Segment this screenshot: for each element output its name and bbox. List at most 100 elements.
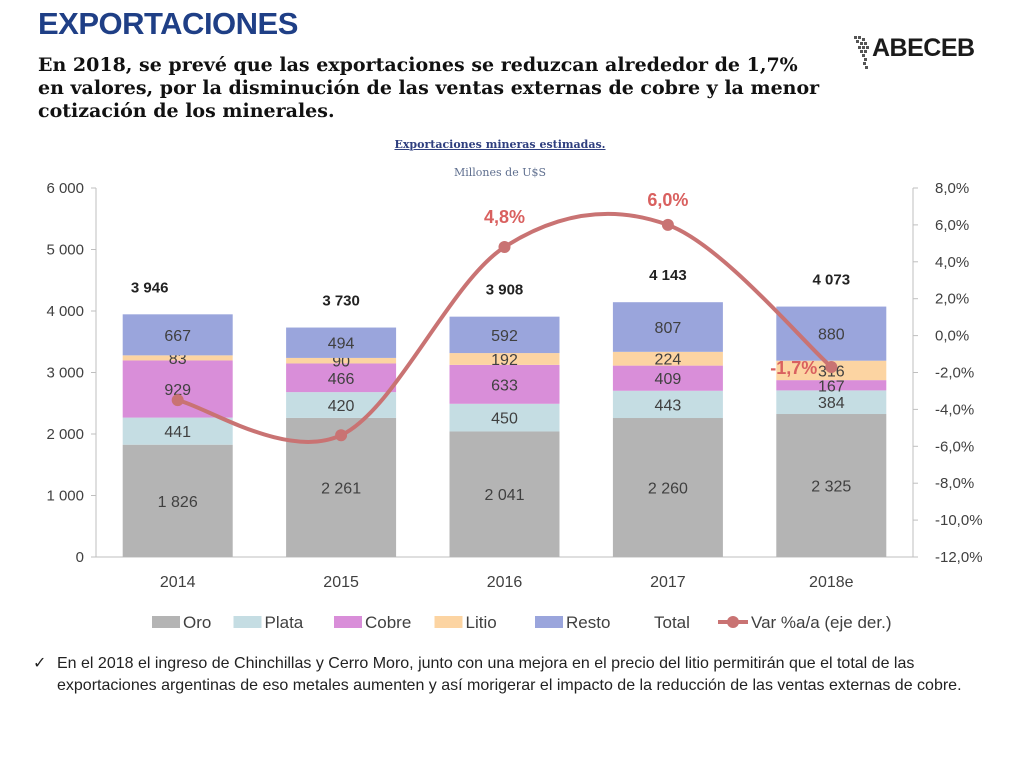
data-label-litio: 90 (332, 354, 350, 371)
total-label: 4 073 (813, 272, 851, 289)
bar-segment-litio (449, 353, 560, 365)
y-right-tick-label: -8,0% (935, 475, 974, 492)
page-title: EXPORTACIONES (38, 6, 298, 41)
data-label-plata: 420 (328, 398, 355, 415)
bar-segment-resto (612, 302, 723, 352)
bar-segment-cobre (286, 363, 397, 393)
data-label-plata: 384 (818, 395, 845, 412)
bar-segment-cobre (776, 380, 887, 391)
data-label-litio: 224 (655, 352, 682, 369)
line-data-label: 4,8% (484, 207, 525, 227)
data-label-plata: 450 (491, 411, 518, 428)
legend-label-cobre: Cobre (365, 613, 411, 632)
bar-segment-litio (612, 351, 723, 366)
bar-segment-cobre (122, 360, 233, 418)
data-label-litio: 192 (491, 352, 518, 369)
data-label-oro: 2 260 (648, 481, 688, 498)
chart: 0 1 000 2 000 3 000 4 000 5 000 6 000 -12,0% -10… (46, 180, 983, 632)
y-right-tick-label: -6,0% (935, 438, 974, 455)
legend-marker-line (727, 616, 739, 628)
x-tick-label: 2015 (323, 574, 359, 591)
bar-segment-litio (122, 355, 233, 361)
data-label-resto: 592 (491, 328, 518, 345)
x-tick-label: 2016 (487, 574, 523, 591)
y-left-tick-label: 3 000 (46, 365, 84, 382)
logo-map-icon (854, 36, 869, 69)
data-label-cobre: 929 (164, 382, 191, 399)
line-point (661, 218, 674, 231)
legend-label-var: Var %a/a (eje der.) (751, 613, 891, 632)
y-left-tick-label: 0 (76, 549, 84, 566)
chart-title: Exportaciones mineras estimadas. (394, 138, 606, 151)
y-left-tick-label: 5 000 (46, 242, 84, 259)
total-label: 3 908 (486, 282, 524, 299)
data-label-resto: 880 (818, 327, 845, 344)
legend-label-oro: Oro (183, 613, 211, 632)
bar-segment-resto (449, 316, 560, 354)
bar-segment-oro (449, 431, 560, 557)
line-point (171, 394, 184, 407)
data-label-plata: 441 (164, 424, 191, 441)
y-left-tick-label: 1 000 (46, 488, 84, 505)
legend-label-resto: Resto (566, 613, 610, 632)
total-label: 3 730 (322, 293, 360, 310)
legend-label-total: Total (654, 613, 690, 632)
data-label-resto: 807 (655, 320, 682, 337)
data-label-cobre: 167 (818, 378, 845, 395)
y-right-tick-label: 2,0% (935, 291, 969, 308)
bar-segment-resto (122, 314, 233, 356)
data-label-cobre: 409 (655, 371, 682, 388)
bar-segment-oro (776, 414, 887, 557)
bar-segment-oro (612, 418, 723, 557)
bar-segment-oro (122, 444, 233, 557)
total-label: 3 946 (131, 279, 169, 296)
y-left-tick-label: 4 000 (46, 303, 84, 320)
y-right-tick-label: -4,0% (935, 401, 974, 418)
y-right-tick-label: -10,0% (935, 512, 983, 529)
legend-label-plata: Plata (265, 613, 304, 632)
data-label-resto: 667 (164, 328, 191, 345)
line-point (498, 241, 511, 254)
legend-swatch-resto (535, 616, 563, 628)
line-data-label: 6,0% (647, 190, 688, 210)
bar-segment-resto (776, 306, 887, 361)
y-right-tick-label: 6,0% (935, 217, 969, 234)
data-label-cobre: 466 (328, 371, 355, 388)
line-point (335, 429, 348, 442)
data-label-cobre: 633 (491, 377, 518, 394)
data-label-plata: 443 (655, 397, 682, 414)
bar-segment-cobre (449, 364, 560, 404)
total-label: 4 143 (649, 267, 687, 284)
legend-swatch-cobre (334, 616, 362, 628)
bar-segment-litio (286, 357, 397, 364)
bar-segment-plata (776, 390, 887, 415)
data-label-oro: 2 041 (484, 487, 524, 504)
legend-label-litio: Litio (466, 613, 497, 632)
line-point (825, 360, 838, 373)
y-right-tick-label: -12,0% (935, 549, 983, 566)
bar-segment-plata (612, 390, 723, 419)
y-left-tick-label: 6 000 (46, 180, 84, 197)
y-right-tick-label: 8,0% (935, 180, 969, 197)
legend-swatch-plata (233, 616, 262, 628)
chart-subtitle: Millones de U$S (453, 166, 547, 179)
legend-swatch-litio (434, 616, 463, 628)
x-tick-label: 2017 (650, 574, 686, 591)
y-right-tick-label: -2,0% (935, 365, 974, 382)
data-label-oro: 1 826 (158, 494, 198, 511)
legend-swatch-oro (152, 616, 180, 628)
logo-text: ABECEB (872, 34, 975, 62)
bar-segment-plata (122, 417, 233, 445)
y-left-tick-label: 2 000 (46, 426, 84, 443)
data-label-oro: 2 261 (321, 480, 361, 497)
bar-segment-resto (286, 327, 397, 358)
line-data-label: -1,7% (770, 358, 817, 378)
bar-segment-plata (449, 403, 560, 432)
bar-segment-cobre (612, 365, 723, 391)
y-right-tick-label: 4,0% (935, 254, 969, 271)
checkmark-icon: ✓ (33, 655, 47, 672)
data-label-resto: 494 (328, 336, 355, 353)
x-tick-label: 2018e (809, 574, 854, 591)
data-label-oro: 2 325 (811, 479, 851, 496)
footnote-text: En el 2018 el ingreso de Chinchillas y C… (57, 655, 962, 694)
